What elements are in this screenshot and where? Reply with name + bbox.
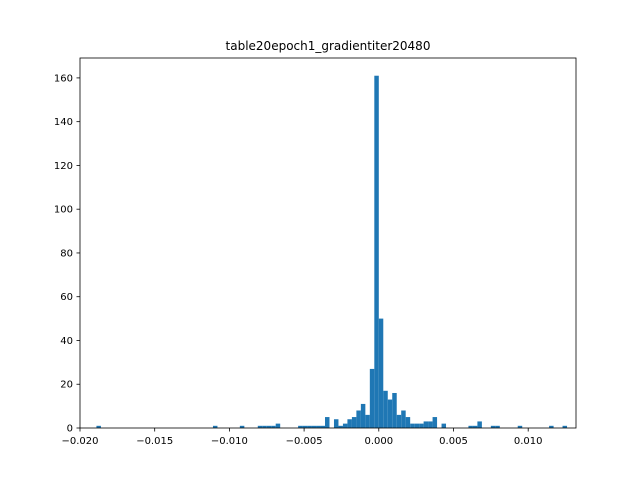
histogram-bar — [266, 425, 272, 428]
histogram-bar — [369, 368, 375, 428]
histogram-bar — [96, 425, 101, 428]
histogram-bar — [472, 425, 478, 428]
histogram-bar — [468, 425, 473, 428]
x-tick-label: −0.020 — [61, 436, 98, 447]
x-tick-label: 0.000 — [364, 436, 393, 447]
x-tick-label: −0.015 — [136, 436, 173, 447]
histogram-bar — [302, 425, 308, 428]
histogram-bar — [316, 425, 321, 428]
y-tick-label: 20 — [60, 380, 73, 391]
histogram-bar — [419, 423, 424, 428]
histogram-bar — [428, 421, 433, 428]
y-axis: 0 20 40 60 80 100 120 140 160 — [54, 73, 80, 435]
histogram-bar — [441, 423, 447, 428]
histogram-bar — [356, 410, 361, 428]
histogram-bar — [257, 425, 263, 428]
histogram-bar — [325, 417, 330, 428]
x-axis: −0.020 −0.015 −0.010 −0.005 0.000 0.005 0.010 — [61, 428, 543, 447]
histogram-bar — [401, 410, 406, 428]
histogram-bar — [378, 318, 384, 428]
histogram-bar — [298, 425, 303, 428]
histogram-bar — [333, 419, 339, 428]
y-tick-label: 80 — [60, 248, 73, 259]
histogram-bar — [271, 425, 276, 428]
histogram-bar — [549, 425, 554, 428]
histogram-bar — [383, 390, 388, 428]
histogram-bar — [495, 425, 500, 428]
histogram-bar — [311, 425, 317, 428]
x-tick-label: 0.010 — [514, 436, 543, 447]
y-tick-label: 100 — [54, 205, 73, 216]
histogram-bar — [410, 423, 415, 428]
histogram-bar — [423, 421, 429, 428]
y-tick-label: 40 — [60, 336, 73, 347]
histogram-bar — [307, 425, 312, 428]
histogram-bar — [239, 425, 245, 428]
y-tick-label: 120 — [54, 161, 73, 172]
histogram-bar — [432, 417, 438, 428]
histogram-bar — [320, 425, 326, 428]
histogram-bar — [477, 421, 482, 428]
chart-title: table20epoch1_gradientiter20480 — [226, 39, 431, 53]
y-tick-label: 160 — [54, 73, 73, 84]
histogram-bar — [347, 419, 352, 428]
y-tick-label: 60 — [60, 292, 73, 303]
histogram-bar — [517, 425, 523, 428]
histogram-bar — [212, 425, 218, 428]
plot-frame — [79, 57, 577, 429]
histogram-bar — [396, 414, 402, 428]
y-tick-label: 0 — [67, 424, 73, 435]
histogram-bar — [360, 403, 366, 428]
histogram-bar — [562, 425, 568, 428]
histogram-bar — [275, 423, 281, 428]
histogram-bar — [392, 392, 397, 428]
histogram-bar — [338, 425, 343, 428]
histogram-bar — [405, 417, 411, 428]
y-tick-label: 140 — [54, 117, 73, 128]
histogram-bar — [414, 423, 420, 428]
histogram-bar — [490, 425, 496, 428]
histogram-bar — [387, 399, 393, 428]
histogram-bar — [262, 425, 267, 428]
x-tick-label: 0.005 — [439, 436, 468, 447]
histogram-bar — [342, 423, 348, 428]
histogram-bar — [365, 414, 370, 428]
histogram-bar — [374, 75, 379, 429]
x-tick-label: −0.010 — [211, 436, 248, 447]
x-tick-label: −0.005 — [286, 436, 323, 447]
bars-group — [96, 75, 568, 429]
histogram-bar — [351, 417, 357, 428]
